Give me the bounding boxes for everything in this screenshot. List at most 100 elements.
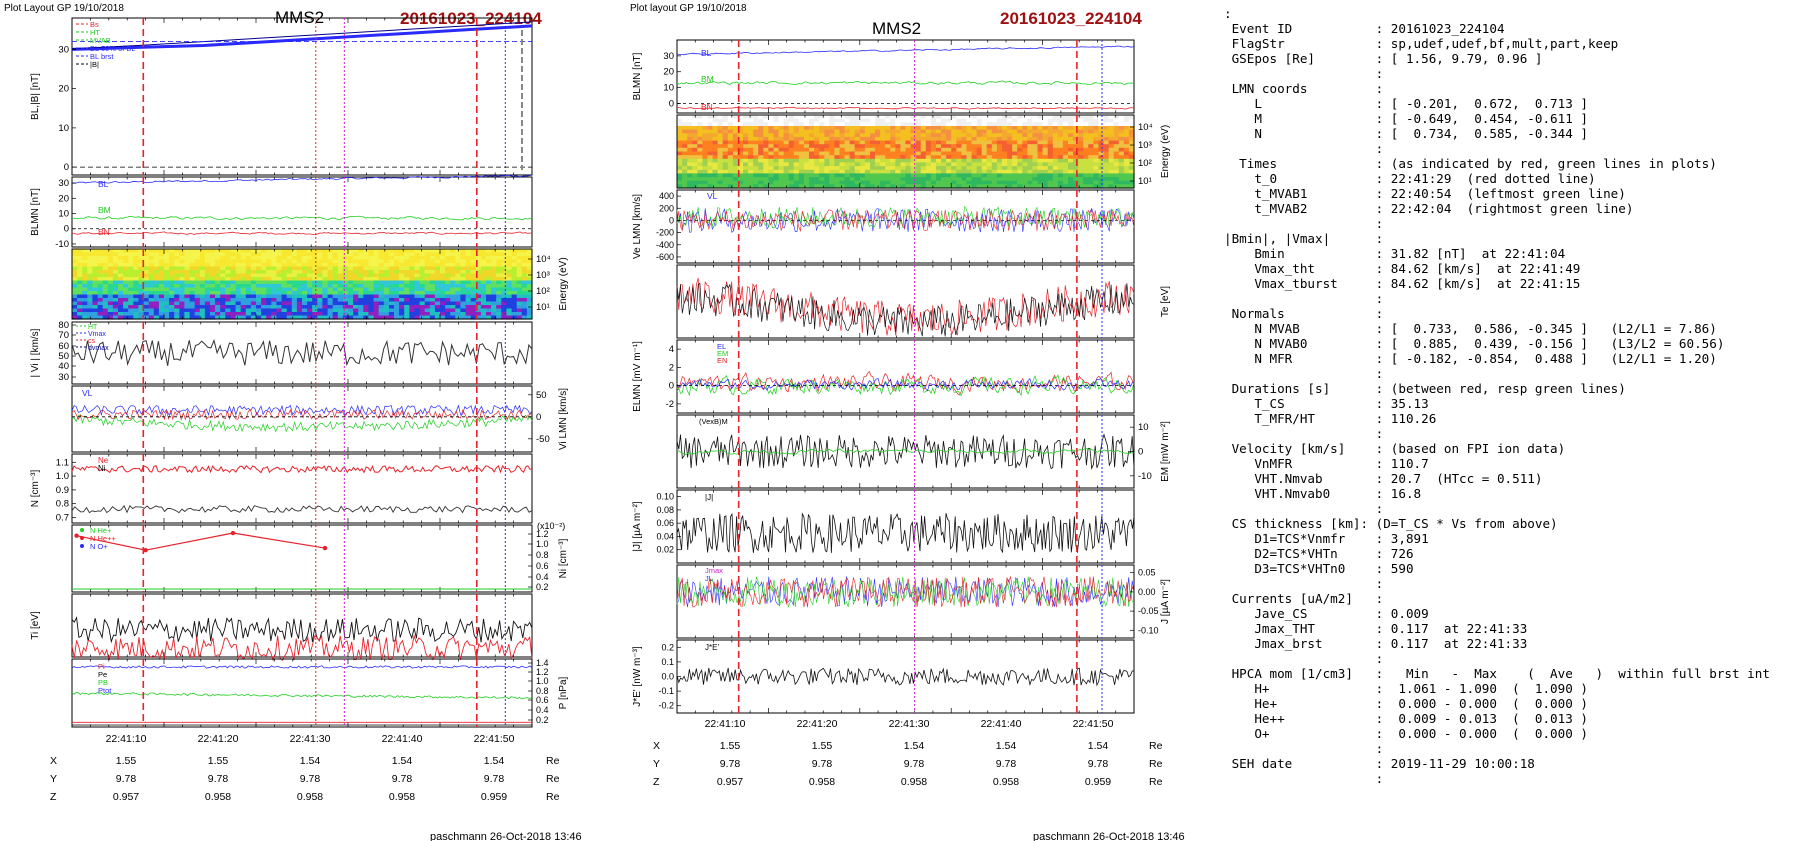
spectrogram-cell [991,133,998,138]
spectrogram-cell [210,298,216,303]
spectrogram-cell [1113,140,1120,145]
spectrogram-cell [1037,180,1044,185]
spectrogram-cell [363,301,369,306]
mid-ephem-y-label: Y [653,758,660,770]
spectrogram-cell [348,256,354,261]
spectrogram-cell [123,270,129,275]
spectrogram-cell [87,312,93,317]
legend-label: Pe [98,670,107,679]
spectrogram-cell [332,287,339,292]
spectrogram-cell [245,291,252,296]
spectrogram-cell [123,287,129,292]
spectrogram-cell [256,298,262,303]
spectrogram-cell [245,280,252,285]
spectrogram-cell [184,273,191,278]
spectrogram-cell [864,162,871,167]
spectrogram-cell [1017,129,1023,134]
spectrogram-cell [302,259,308,264]
spectrogram-cell [1062,162,1069,167]
spectrogram-cell [900,122,907,127]
spectrogram-cell [920,177,927,182]
spectrogram-cell [455,277,461,282]
spectrogram-cell [809,158,815,164]
spectrogram-cell [92,266,99,271]
spectrogram-cell [834,133,841,138]
y-tick-label: 0.05 [1138,568,1156,578]
spectrogram-cell [245,263,252,268]
spectrogram-cell [859,162,866,167]
spectrogram-cell [220,284,226,289]
spectrogram-cell [123,315,129,320]
spectrogram-cell [112,263,119,268]
spectrogram-cell [516,249,523,254]
spectrogram-cell [138,312,145,317]
spectrogram-cell [753,166,759,171]
spectrogram-cell [291,291,298,296]
spectrogram-cell [148,249,155,254]
spectrogram-cell [849,166,856,171]
spectrogram-cell [859,180,866,185]
spectrogram-cell [72,252,78,257]
spectrogram-cell [302,252,308,257]
legend-label: BL [98,179,109,189]
spectrogram-cell [250,273,257,278]
BL-thick-line [71,24,533,51]
spectrogram-cell [946,169,952,175]
spectrogram-cell [118,305,124,310]
spectrogram-cell [424,252,431,257]
spectrogram-cell [849,184,856,189]
spectrogram-cell [986,180,993,185]
spectrogram-cell [707,133,714,138]
spectrogram-cell [245,277,252,282]
spectrogram-cell [128,287,134,292]
spectrogram-cell [511,277,518,282]
spectrogram-cell [399,252,405,257]
spectrogram-cell [322,249,329,254]
spectrogram-cell [956,151,962,156]
spectrogram-cell [358,284,364,289]
spectrogram-cell [112,249,119,254]
spectrogram-cell [910,118,917,123]
spectrogram-cell [1042,129,1049,134]
y-tick-label: 0 [1138,447,1143,458]
spectrogram-cell [235,273,242,278]
mid-panel-JE [676,639,1135,714]
spectrogram-cell [956,144,962,149]
spectrogram-cell [758,133,764,138]
spectrogram-cell [245,259,252,264]
spectrogram-cell [399,312,405,317]
spectrogram-cell [92,273,99,278]
spectrogram-cell [358,277,364,282]
spectrogram-cell [966,133,973,138]
spectrogram-cell [199,298,206,303]
spectrogram-cell [727,129,734,134]
spectrogram-cell [1068,155,1074,160]
spectrogram-cell [951,118,957,123]
spectrogram-cell [697,151,703,156]
spectrogram-cell [261,273,267,278]
y-tick-label: 30 [58,44,69,55]
spectrogram-cell [778,144,785,149]
spectrogram-cell [900,180,907,185]
legend-label: dvmax [88,345,109,352]
spectrogram-cell [286,256,293,261]
spectrogram-cell [925,118,932,123]
spectrogram-cell [1088,129,1094,134]
spectrogram-cell [363,298,369,303]
spectrogram-cell [687,144,693,149]
spectrogram-cell [707,118,714,123]
spectrogram-cell [1057,118,1064,123]
spectrogram-cell [348,273,354,278]
spectrogram-cell [235,249,242,254]
spectrogram-cell [240,273,247,278]
spectrogram-cell [118,249,124,254]
spectrogram-cell [793,118,800,123]
spectrogram-cell [164,291,170,296]
spectrogram-cell [164,308,170,313]
spectrogram-cell [1012,180,1018,185]
spectrogram-cell [516,287,523,292]
spectrogram-cell [480,294,487,299]
spectrogram-cell [814,155,820,160]
spectrogram-cell [92,270,99,275]
spectrogram-cell [87,301,93,306]
